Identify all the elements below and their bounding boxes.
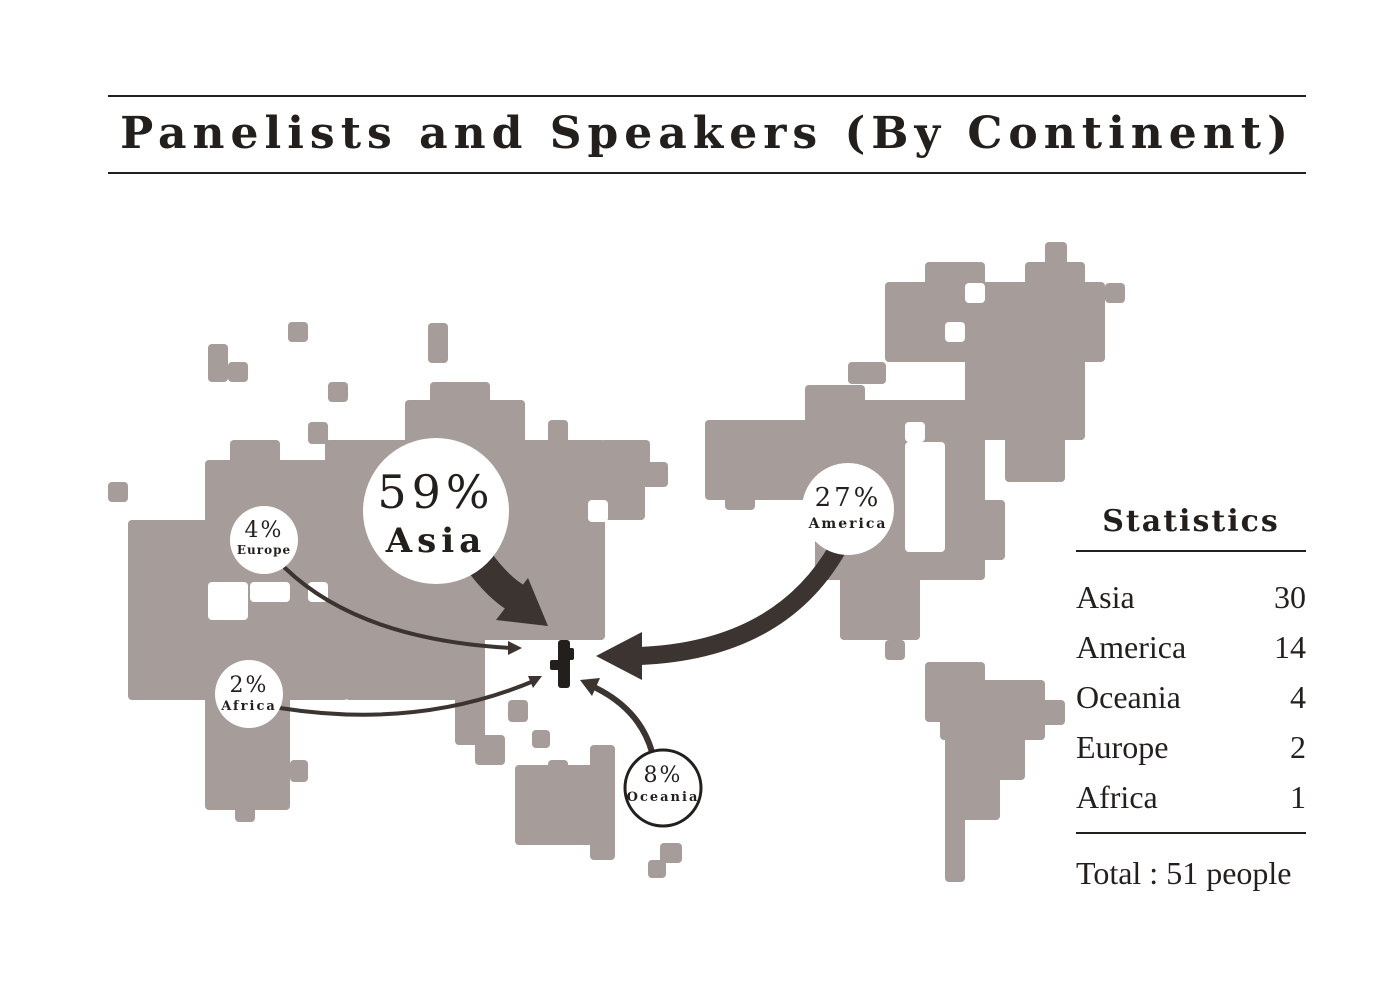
africa-arrowhead (528, 676, 542, 688)
stats-row-value: 4 (1290, 679, 1306, 715)
oceania-arrow (593, 685, 655, 755)
stats-row: Oceania 4 (1076, 672, 1306, 722)
america-arrow (631, 539, 847, 665)
africa-arrow (278, 678, 538, 717)
callout-europe: 4% Europe (230, 506, 298, 574)
oceania-arrowhead (580, 678, 600, 696)
stats-row-label: Europe (1076, 729, 1169, 765)
callout-oceania-label: Oceania (627, 790, 700, 805)
callout-asia-percent: 59% (377, 465, 494, 519)
asia-arrowhead (496, 578, 548, 626)
europe-arrow (283, 566, 514, 650)
callout-africa: 2% Africa (215, 660, 283, 728)
america-arrowhead (596, 632, 642, 680)
callout-america-label: America (808, 516, 888, 532)
europe-arrowhead (508, 641, 522, 655)
stats-row-value: 14 (1274, 629, 1306, 665)
callout-africa-percent: 2% (230, 673, 269, 698)
stats-row-value: 2 (1290, 729, 1306, 765)
callout-africa-label: Africa (220, 699, 277, 714)
stats-row: Europe 2 (1076, 722, 1306, 772)
statistics-bottom-rule (1076, 832, 1306, 834)
stats-row-label: Asia (1076, 579, 1135, 615)
stats-row: Asia 30 (1076, 572, 1306, 622)
destination-marker-icon (550, 640, 574, 688)
callout-europe-label: Europe (237, 543, 291, 557)
page-title: Panelists and Speakers (By Continent) (120, 108, 1294, 159)
callout-asia-label: Asia (385, 521, 486, 561)
stats-row: Africa 1 (1076, 772, 1306, 822)
statistics-panel: Statistics Asia 30 America 14 Oceania 4 … (1076, 498, 1306, 898)
stats-row-label: Oceania (1076, 679, 1181, 715)
callout-america-percent: 27% (815, 483, 882, 513)
stats-row-value: 1 (1290, 779, 1306, 815)
stats-row: America 14 (1076, 622, 1306, 672)
stats-row-label: America (1076, 629, 1187, 665)
statistics-top-rule (1076, 550, 1306, 552)
stats-row-label: Africa (1076, 779, 1158, 815)
stats-row-value: 30 (1274, 579, 1306, 615)
callout-oceania: 8% Oceania (623, 748, 703, 828)
statistics-total: Total : 51 people (1076, 855, 1292, 891)
callout-oceania-percent: 8% (644, 763, 683, 788)
callout-europe-percent: 4% (245, 518, 284, 543)
map-gaps (208, 283, 985, 620)
callout-asia: 59% Asia (363, 438, 509, 584)
title-top-rule (108, 95, 1306, 97)
callout-america: 27% America (802, 463, 894, 555)
statistics-heading: Statistics (1102, 504, 1280, 539)
title-bottom-rule (108, 172, 1306, 174)
